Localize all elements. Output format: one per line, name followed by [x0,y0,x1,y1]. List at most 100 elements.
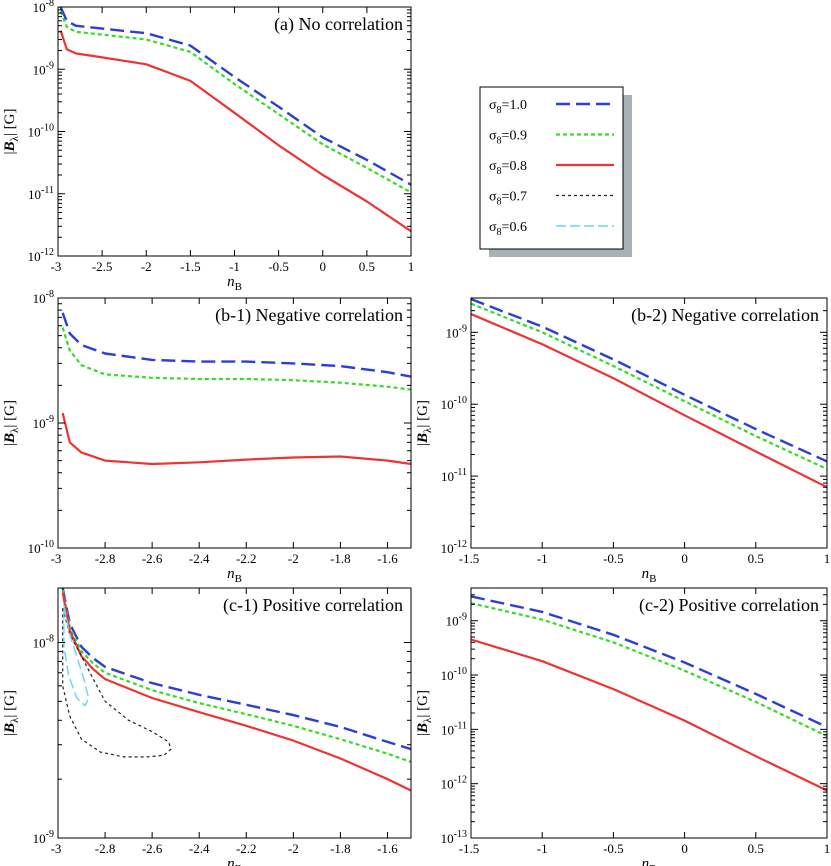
x-tick-label: 0 [320,259,327,274]
x-tick-label: -1.8 [330,841,351,856]
series-line [61,588,411,751]
y-axis-label: |Bλ| [G] [2,109,21,155]
x-tick-label: -1.6 [377,551,398,566]
x-tick-label: -1 [537,551,548,566]
x-tick-label: -2.6 [142,551,163,566]
panel-c1: -3 -2.8 -2.6 -2.4 -2.2 -2 -1.8 -1.6 10-9 10-8 (c-1… [2,587,412,866]
x-tick-label: -2 [288,551,299,566]
x-tick-label: -1.5 [459,841,480,856]
x-tick-label: -3 [51,841,62,856]
plot-frame [57,587,412,839]
x-tick-label: -2.4 [189,551,210,566]
legend-label: σ8=0.8 [489,159,527,177]
y-tick-label: 10-9 [446,612,467,629]
series-line [59,7,411,186]
series-line [471,595,827,729]
series-line [62,607,172,758]
series-line [59,30,411,233]
y-tick-label: 10-10 [28,123,54,140]
panel-title: (b-2) Negative correlation [631,305,819,326]
x-tick-label: 1 [824,841,831,856]
x-axis-label: nB [227,566,242,585]
series-line [59,10,411,194]
x-tick-label: -1.5 [180,259,201,274]
y-tick-label: 10-8 [33,633,54,650]
panel-a: -3 -2.5 -2 -1.5 -1 -0.5 0 0.5 1 10-12 10-11 10-10 10… [2,0,414,293]
series-line [471,638,827,792]
y-tick-label: 10-8 [33,0,54,15]
legend-entries: σ8=1.0 σ8=0.9 σ8=0.8 σ8=0.7 σ8=0.6 [489,98,614,238]
panel-title: (a) No correlation [274,14,403,35]
x-tick-label: 1 [824,551,831,566]
x-tick-label: -2.8 [95,551,116,566]
y-tick-label: 10-9 [33,829,54,846]
y-tick-label: 10-9 [446,323,467,340]
series-line [61,590,411,763]
series-group [471,595,827,792]
x-axis-label: nB [227,856,242,866]
series-group [61,588,411,792]
x-tick-label: 0 [681,551,688,566]
y-tick-label: 10-12 [28,247,54,264]
y-axis-label: |Bλ| [G] [2,400,21,446]
x-tick-label: -1.5 [459,551,480,566]
x-tick-label: -2.8 [95,841,116,856]
y-tick-label: 10-11 [441,720,467,737]
y-tick-label: 10-9 [33,414,54,431]
y-tick-label: 10-10 [28,539,54,556]
y-axis-label: |Bλ| [G] [415,400,434,446]
x-tick-label: -1 [229,259,240,274]
x-tick-label: -3 [51,551,62,566]
x-axis-label: nB [642,566,657,585]
y-axis-label: |Bλ| [G] [2,690,21,736]
panel-title: (c-2) Positive correlation [639,595,819,616]
x-tick-label: -0.5 [603,551,624,566]
panel-b1: -3 -2.8 -2.6 -2.4 -2.2 -2 -1.8 -1.6 10-10 10-9 10-… [2,289,412,585]
x-tick-label: -2.4 [189,841,210,856]
panel-title: (b-1) Negative correlation [215,305,403,326]
series-line [63,604,90,707]
y-axis-label: |Bλ| [G] [415,690,434,736]
x-tick-label: -0.5 [268,259,289,274]
series-line [471,602,827,738]
x-tick-label: -2.2 [236,841,257,856]
y-tick-label: 10-10 [441,666,467,683]
x-tick-label: 0.5 [359,259,375,274]
legend: σ8=1.0 σ8=0.9 σ8=0.8 σ8=0.7 σ8=0.6 [479,86,632,257]
y-tick-label: 10-8 [33,289,54,306]
x-tick-label: 0.5 [748,551,764,566]
plot-frame [57,6,412,257]
x-tick-label: -2.2 [236,551,257,566]
x-axis-label: nB [227,274,242,293]
series-line [471,298,827,463]
y-tick-label: 10-13 [441,829,467,846]
series-line [471,312,827,489]
x-tick-label: -2 [288,841,299,856]
series-group [59,7,411,233]
x-tick-label: 0 [681,841,688,856]
x-tick-label: 1 [408,259,415,274]
plot-frame [470,297,828,549]
series-line [61,412,411,466]
x-axis-label: nB [642,856,657,866]
series-line [471,302,827,471]
y-tick-label: 10-10 [441,395,467,412]
x-tick-label: -2.6 [142,841,163,856]
legend-box [479,86,624,250]
legend-label: σ8=0.9 [489,129,527,147]
x-tick-label: -1 [537,841,548,856]
y-tick-label: 10-12 [441,539,467,556]
x-tick-label: -0.5 [603,841,624,856]
panel-c2: -1.5 -1 -0.5 0 0.5 1 10-13 10-12 10-11 10-10 10-9 (… [415,587,831,866]
plot-frame [57,297,412,549]
plot-frame [470,587,828,839]
y-tick-label: 10-12 [441,775,467,792]
y-tick-label: 10-11 [441,467,467,484]
legend-label: σ8=0.7 [489,190,527,208]
x-tick-label: -2 [141,259,152,274]
y-tick-label: 10-9 [33,60,54,77]
y-tick-label: 10-11 [28,185,54,202]
panel-title: (c-1) Positive correlation [223,595,403,616]
legend-label: σ8=1.0 [489,98,527,116]
